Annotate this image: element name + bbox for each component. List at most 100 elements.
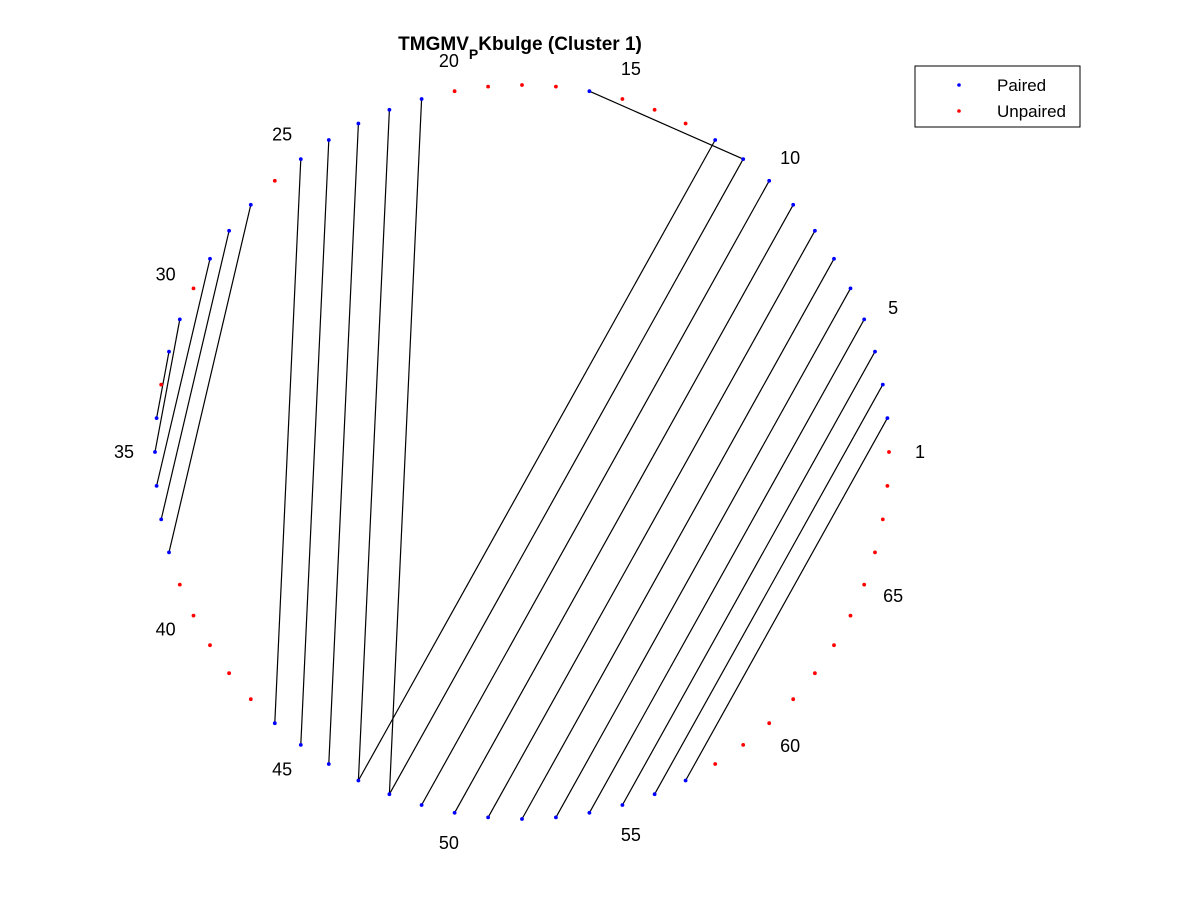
paired-dot-29 [208, 256, 212, 261]
paired-dot-45 [298, 743, 303, 747]
unpaired-dot-61 [791, 697, 796, 702]
legend: Paired Unpaired [914, 65, 1081, 128]
unpaired-dot-41 [208, 643, 212, 648]
paired-dot-34 [154, 416, 159, 420]
legend-paired-marker [957, 83, 961, 87]
index-label-1: 1 [915, 442, 925, 462]
paired-dot-4 [873, 349, 877, 354]
index-label-45: 45 [272, 760, 292, 780]
paired-dot-47 [356, 778, 361, 783]
pair-link-24-45 [300, 139, 330, 745]
unpaired-dot-64 [848, 613, 853, 618]
unpaired-dot-20 [452, 89, 457, 94]
pair-link-10-49 [421, 180, 770, 806]
paired-dot-35 [153, 450, 157, 454]
index-label-30: 30 [156, 265, 176, 285]
pair-link-29-36 [156, 258, 211, 487]
paired-dot-54 [587, 810, 592, 815]
pair-links [154, 90, 888, 820]
pair-link-3-56 [654, 384, 884, 795]
unpaired-dot-33 [159, 382, 164, 387]
paired-dot-23 [356, 121, 361, 126]
pair-link-12-47 [357, 139, 716, 781]
paired-dot-49 [419, 803, 424, 807]
paired-dot-57 [683, 778, 688, 783]
pair-link-9-50 [454, 204, 794, 814]
pair-link-11-48 [388, 158, 744, 795]
pair-link-8-51 [487, 230, 816, 818]
unpaired-dot-43 [248, 697, 253, 702]
paired-dot-2 [885, 416, 890, 420]
unpaired-dot-18 [520, 83, 524, 87]
paired-dot-9 [791, 202, 796, 207]
pair-link-2-57 [685, 417, 888, 781]
paired-dot-22 [387, 107, 392, 112]
pair-link-21-48 [388, 98, 423, 795]
unpaired-dot-40 [191, 613, 196, 618]
unpaired-dot-67 [880, 517, 885, 522]
legend-box [914, 65, 1081, 128]
index-label-20: 20 [439, 51, 459, 71]
index-label-55: 55 [621, 825, 641, 845]
unpaired-dot-1 [887, 450, 891, 454]
pair-link-25-44 [274, 159, 302, 724]
paired-dot-8 [813, 228, 817, 233]
unpaired-dot-13 [683, 121, 688, 126]
index-label-50: 50 [439, 833, 459, 853]
paired-dot-27 [248, 202, 253, 207]
unpaired-dot-26 [272, 178, 277, 183]
paired-dot-16 [587, 89, 592, 94]
index-label-5: 5 [888, 298, 898, 318]
unpaired-dot-14 [652, 107, 657, 112]
unpaired-dot-62 [813, 671, 817, 676]
pair-link-28-37 [160, 230, 230, 520]
index-label-10: 10 [780, 148, 800, 168]
paired-dot-10 [767, 178, 772, 183]
title-main: TMGMV [398, 34, 469, 55]
paired-dot-36 [154, 484, 159, 488]
unpaired-dot-66 [873, 550, 877, 555]
paired-dot-6 [848, 286, 853, 291]
title-rest: Kbulge (Cluster 1) [478, 34, 642, 55]
index-label-25: 25 [272, 124, 292, 144]
unpaired-dot-19 [486, 84, 490, 89]
paired-dot-46 [326, 762, 331, 766]
index-label-60: 60 [780, 736, 800, 756]
pair-link-27-38 [168, 204, 252, 553]
pair-link-6-53 [555, 288, 852, 818]
pair-link-23-46 [328, 123, 359, 765]
pair-link-5-54 [588, 319, 865, 814]
paired-dot-28 [227, 228, 232, 233]
paired-dot-38 [167, 550, 171, 555]
unpaired-dot-39 [177, 582, 182, 587]
unpaired-dot-59 [741, 743, 746, 747]
paired-dot-11 [741, 157, 746, 162]
paired-dot-5 [862, 317, 867, 322]
paired-dot-48 [387, 792, 392, 797]
pair-link-31-35 [154, 319, 181, 453]
legend-paired-label: Paired [997, 76, 1046, 95]
unpaired-dot-65 [862, 582, 867, 587]
paired-dot-37 [159, 517, 164, 522]
unpaired-dot-68 [885, 484, 890, 488]
legend-unpaired-label: Unpaired [997, 102, 1066, 121]
unpaired-dot-63 [832, 643, 836, 648]
legend-unpaired-marker [957, 109, 961, 113]
position-dots [153, 83, 891, 821]
chart-title: TMGMVPKbulge (Cluster 1) [398, 34, 642, 62]
pair-link-4-55 [621, 351, 876, 806]
pair-link-16-11 [589, 90, 744, 160]
paired-dot-21 [419, 97, 424, 101]
paired-dot-3 [880, 382, 885, 387]
paired-dot-44 [272, 721, 277, 726]
paired-dot-32 [167, 349, 171, 354]
paired-dot-24 [326, 138, 331, 142]
title-subscript: P [469, 46, 478, 62]
paired-dot-31 [177, 317, 182, 322]
unpaired-dot-17 [554, 84, 558, 89]
index-label-35: 35 [114, 442, 134, 462]
unpaired-dot-60 [767, 721, 772, 726]
paired-dot-55 [620, 803, 625, 807]
paired-dot-7 [832, 256, 836, 261]
